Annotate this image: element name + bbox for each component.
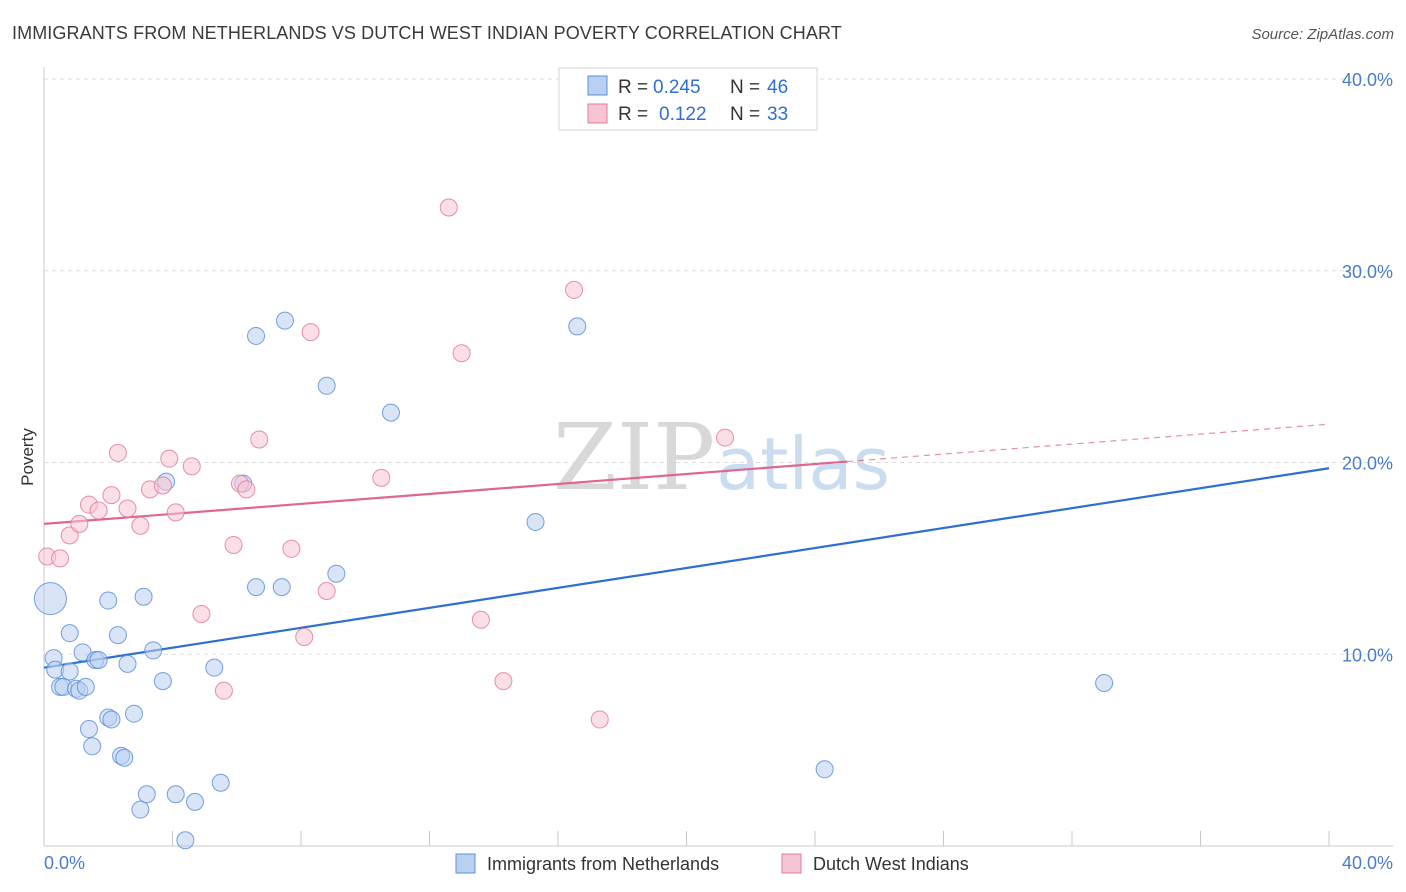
data-point-series-1-11 [153,476,172,495]
watermark: ZIP atlas [553,404,890,511]
data-point-series-1-21 [282,539,301,558]
data-point-series-0-22 [124,704,143,723]
stats-n-label-dutch-west-indians: N = [730,104,760,125]
data-point-series-0-18 [108,626,127,645]
data-point-series-0-42 [526,512,545,531]
data-point-series-0-17 [102,710,121,729]
data-point-series-1-13 [166,503,185,522]
data-point-series-0-23 [131,800,150,819]
data-point-series-1-7 [108,443,127,462]
y-tick-label-20: 20.0% [1342,454,1393,474]
data-point-series-1-31 [590,710,609,729]
data-point-series-0-15 [99,591,118,610]
x-tick-label-max: 40.0% [1342,853,1393,873]
data-point-series-0-20 [115,748,134,767]
data-point-series-1-19 [237,480,256,499]
stats-n-label-netherlands: N = [730,77,760,98]
legend-swatch-dutch-west-indians [781,853,802,874]
data-point-series-0-37 [272,578,291,597]
watermark-zip: ZIP [553,404,715,511]
stats-swatch-netherlands [587,75,608,96]
data-point-series-0-27 [153,672,172,691]
data-point-series-0-30 [176,831,195,850]
data-point-series-0-45 [1095,674,1114,693]
data-point-series-1-14 [182,457,201,476]
data-point-series-1-2 [60,526,79,545]
trend-line-extension-series-1 [847,423,1330,463]
data-point-series-0-36 [247,578,266,597]
data-point-series-0-10 [76,677,95,696]
data-point-series-1-32 [716,428,735,447]
data-point-series-0-24 [134,587,153,606]
data-point-series-0-5 [60,624,79,643]
trend-line-series-0 [43,467,1330,669]
legend-label-dutch-west-indians: Dutch West Indians [813,854,969,874]
chart-title: IMMIGRANTS FROM NETHERLANDS VS DUTCH WES… [12,23,842,43]
y-tick-label-10: 10.0% [1342,645,1393,665]
data-point-series-0-6 [60,662,79,681]
y-tick-label-30: 30.0% [1342,262,1393,282]
data-point-series-0-14 [89,651,108,670]
data-point-series-1-9 [131,516,150,535]
gridlines [44,78,1393,655]
data-point-series-0-31 [185,792,204,811]
data-point-series-1-23 [301,323,320,342]
data-point-series-0-39 [317,376,336,395]
stats-legend: R = 0.245 N = 46 R = 0.122 N = 33 [558,67,818,131]
stats-swatch-dutch-west-indians [587,103,608,124]
data-point-series-1-16 [214,681,233,700]
data-point-series-0-44 [815,760,834,779]
data-point-series-0-29 [166,785,185,804]
data-point-series-0-35 [247,326,266,345]
stats-r-label-netherlands: R = [618,77,648,98]
data-point-series-0-11 [79,720,98,739]
data-point-series-1-24 [317,581,336,600]
y-tick-label-40: 40.0% [1342,70,1393,90]
data-point-series-1-3 [70,514,89,533]
data-point-series-1-8 [118,499,137,518]
axes: 10.0% 20.0% 30.0% 40.0% [43,67,1393,847]
legend-swatch-netherlands [455,853,476,874]
data-point-series-1-15 [192,604,211,623]
stats-r-value-dutch-west-indians: 0.122 [659,104,707,125]
data-point-series-0-0 [33,582,67,616]
data-point-series-0-38 [275,311,294,330]
data-point-series-1-30 [565,280,584,299]
data-point-series-1-1 [51,549,70,568]
data-point-series-1-29 [494,672,513,691]
series-legend: Immigrants from Netherlands Dutch West I… [455,853,969,874]
data-point-series-1-22 [295,627,314,646]
data-point-series-0-43 [568,317,587,336]
data-point-series-1-20 [250,430,269,449]
data-point-series-0-12 [83,737,102,756]
chart-source: Source: ZipAtlas.com [1251,26,1394,43]
data-point-series-1-6 [102,486,121,505]
stats-n-value-dutch-west-indians: 33 [767,104,788,125]
stats-r-label-dutch-west-indians: R = [618,104,648,125]
stats-n-value-netherlands: 46 [767,77,788,98]
data-point-series-1-5 [89,501,108,520]
data-point-series-0-25 [137,785,156,804]
stats-r-value-netherlands: 0.245 [653,77,701,98]
legend-label-netherlands: Immigrants from Netherlands [487,854,719,874]
data-point-series-1-27 [452,344,471,363]
data-points [33,198,1114,850]
y-axis-title: Poverty [18,428,37,486]
data-point-series-1-17 [224,535,243,554]
data-point-series-0-26 [144,641,163,660]
data-point-series-0-40 [327,564,346,583]
data-point-series-1-25 [372,468,391,487]
data-point-series-0-41 [381,403,400,422]
data-point-series-1-12 [160,449,179,468]
data-point-series-0-32 [205,658,224,677]
data-point-series-1-28 [471,610,490,629]
data-point-series-1-26 [439,198,458,217]
data-point-series-0-33 [211,773,230,792]
x-tick-label-min: 0.0% [44,853,85,873]
data-point-series-0-21 [118,654,137,673]
